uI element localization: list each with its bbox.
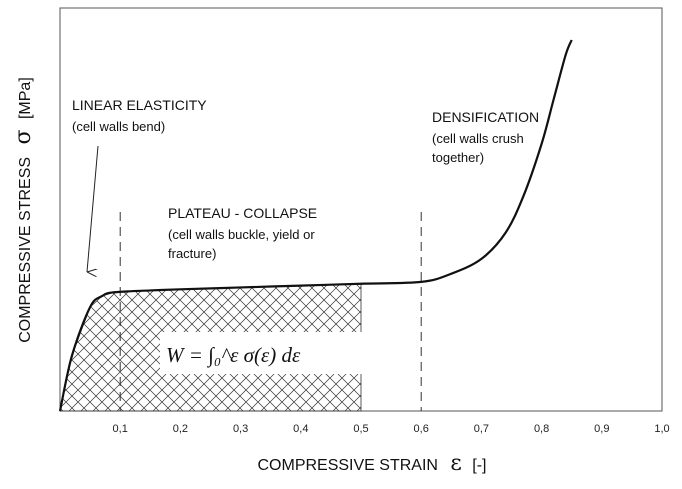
x-tick-label: 0,3 [233, 423, 248, 435]
x-tick-label: 0,6 [414, 423, 429, 435]
x-tick-label: 0,9 [594, 423, 609, 435]
annotation-plateau-subtitle-1: (cell walls buckle, yield or [168, 227, 315, 242]
x-tick-labels: 0,1 0,2 0,3 0,4 0,5 0,6 0,7 0,8 0,9 1,0 [113, 423, 670, 435]
annotation-plateau-title: PLATEAU - COLLAPSE [168, 205, 317, 221]
annotation-densification-title: DENSIFICATION [432, 109, 539, 125]
annotation-densification-subtitle-2: together) [432, 150, 484, 165]
formula-box [160, 332, 378, 374]
x-tick-label: 0,8 [534, 423, 549, 435]
y-axis-title: COMPRESSIVE STRESS σ [MPa] [11, 77, 36, 343]
x-tick-label: 0,7 [474, 423, 489, 435]
annotation-linear-elasticity-subtitle: (cell walls bend) [72, 119, 165, 134]
x-tick-label: 0,4 [293, 423, 308, 435]
x-tick-label: 1,0 [654, 423, 669, 435]
stress-strain-curve [58, 39, 573, 412]
x-tick-label: 0,1 [113, 423, 128, 435]
x-tick-label: 0,2 [173, 423, 188, 435]
x-axis-title: COMPRESSIVE STRAIN ε [-] [257, 451, 486, 476]
annotation-arrow [86, 145, 99, 272]
annotation-plateau-subtitle-2: fracture) [168, 246, 216, 261]
formula-label: W = ∫₀^ε σ(ε) dε [166, 343, 301, 368]
annotation-densification-subtitle-1: (cell walls crush [432, 131, 524, 146]
x-tick-label: 0,5 [353, 423, 368, 435]
annotation-linear-elasticity-title: LINEAR ELASTICITY [72, 97, 207, 113]
